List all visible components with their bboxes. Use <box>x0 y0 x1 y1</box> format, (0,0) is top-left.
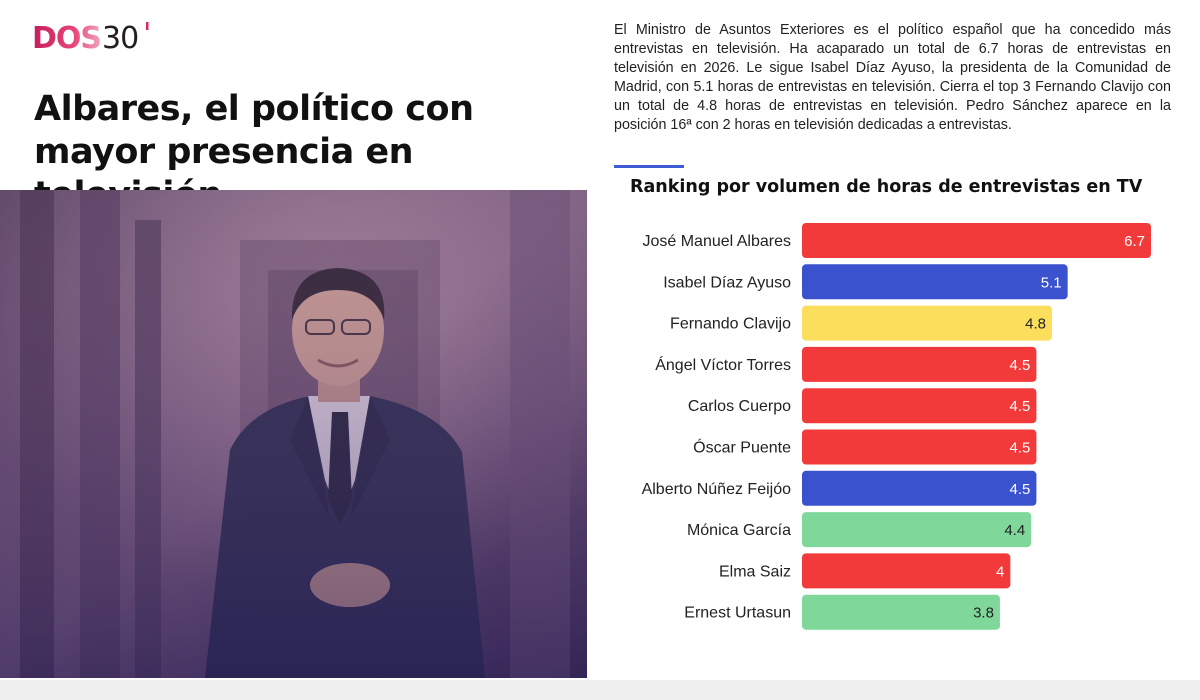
bar-value-label: 4.5 <box>1010 440 1031 457</box>
category-label: Isabel Díaz Ayuso <box>663 274 791 291</box>
category-label: Ernest Urtasun <box>684 605 791 622</box>
bar-value-label: 4.5 <box>1010 357 1031 374</box>
bar <box>802 429 1037 465</box>
bar <box>802 264 1068 300</box>
hero-photo <box>0 190 587 678</box>
headline: Albares, el político con mayor presencia… <box>34 89 474 215</box>
category-label: Carlos Cuerpo <box>688 398 791 415</box>
bar <box>802 305 1053 341</box>
bar-value-label: 5.1 <box>1041 274 1062 291</box>
category-label: Elma Saiz <box>719 563 791 580</box>
footer-strip <box>0 680 1200 700</box>
bar-value-label: 4 <box>996 563 1004 580</box>
category-label: Alberto Núñez Feijóo <box>642 481 792 498</box>
bar-value-label: 4.5 <box>1010 481 1031 498</box>
bar <box>802 470 1037 506</box>
category-label: José Manuel Albares <box>642 233 791 250</box>
bar <box>802 346 1037 382</box>
bar <box>802 553 1011 589</box>
bar-value-label: 6.7 <box>1124 233 1145 250</box>
svg-text:30: 30 <box>102 21 138 54</box>
accent-rule <box>614 165 684 168</box>
bar-value-label: 4.4 <box>1004 522 1025 539</box>
bar <box>802 512 1032 548</box>
bar-value-label: 3.8 <box>973 605 994 622</box>
category-label: Óscar Puente <box>693 438 791 457</box>
bar <box>802 388 1037 424</box>
bar <box>802 594 1000 630</box>
bar-value-label: 4.8 <box>1025 316 1046 333</box>
bar-value-label: 4.5 <box>1010 398 1031 415</box>
category-label: Fernando Clavijo <box>670 316 791 333</box>
category-label: Ángel Víctor Torres <box>655 355 791 374</box>
ranking-bar-chart: José Manuel Albares 6.7 Isabel Díaz Ayuso 5… <box>642 223 1151 630</box>
chart-title: Ranking por volumen de horas de entrevis… <box>630 177 1143 197</box>
dos30-logo: DOS 30 <box>32 21 149 54</box>
intro-paragraph: El Ministro de Asuntos Exteriores es el … <box>614 22 1171 133</box>
bar <box>802 223 1151 258</box>
svg-text:DOS: DOS <box>32 21 101 54</box>
category-label: Mónica García <box>687 522 791 539</box>
